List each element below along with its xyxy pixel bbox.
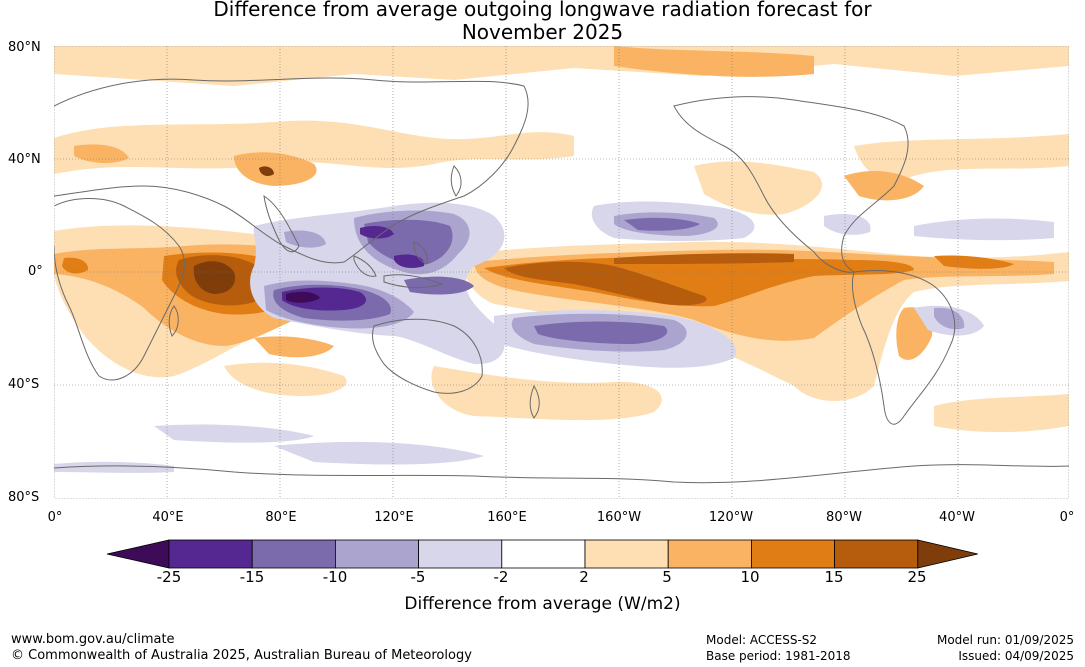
lat-label-40n: 40°N: [8, 152, 41, 167]
lat-label-40s: 40°S: [8, 377, 40, 392]
colorbar-tick: 25: [907, 568, 927, 586]
footer-model: Model: ACCESS-S2: [706, 633, 818, 647]
colorbar-segment: [251, 539, 336, 569]
colorbar-tick: -25: [156, 568, 182, 586]
lon-label-0-right: 0°: [1059, 510, 1075, 525]
anomaly-band-above-25: [193, 166, 274, 294]
graticule: [54, 46, 1069, 499]
colorbar-segment: [334, 539, 419, 569]
lon-label-80e: 80°E: [265, 510, 297, 525]
colorbar-segment: [584, 539, 669, 569]
lat-label-80s: 80°S: [8, 490, 40, 505]
lat-label-equator: 0°: [28, 264, 43, 279]
map-title-line2: November 2025: [461, 20, 624, 44]
lon-label-0: 0°: [47, 510, 63, 525]
colorbar-segment: [168, 539, 253, 569]
colorbar-tick: -10: [322, 568, 348, 586]
colorbar: [106, 539, 978, 569]
colorbar-tick: -5: [410, 568, 426, 586]
footer-model-run: Model run: 01/09/2025: [936, 633, 1074, 647]
coastlines: [54, 77, 1069, 484]
olr-anomaly-map: [54, 46, 1069, 499]
colorbar-segment: [751, 539, 836, 569]
footer-base-period: Base period: 1981-2018: [706, 649, 851, 663]
colorbar-tick: 5: [662, 568, 672, 586]
footer-copyright: © Commonwealth of Australia 2025, Austra…: [11, 648, 472, 663]
colorbar-tick: 15: [824, 568, 844, 586]
lat-label-80n: 80°N: [8, 40, 41, 55]
colorbar-segment: [418, 539, 503, 569]
lon-label-160w: 160°W: [596, 510, 642, 525]
footer-issued: Issued: 04/09/2025: [958, 649, 1074, 663]
colorbar-tick: 2: [579, 568, 589, 586]
lon-label-120e: 120°E: [374, 510, 414, 525]
lon-label-160e: 160°E: [487, 510, 527, 525]
colorbar-segment: [501, 539, 586, 569]
colorbar-tick: 10: [740, 568, 760, 586]
lon-label-40e: 40°E: [152, 510, 184, 525]
lon-label-80w: 80°W: [826, 510, 862, 525]
colorbar-title: Difference from average (W/m2): [404, 594, 681, 614]
colorbar-tick: -15: [239, 568, 265, 586]
colorbar-extend-low: [106, 539, 170, 569]
footer-url[interactable]: www.bom.gov.au/climate: [11, 632, 175, 647]
colorbar-extend-high: [917, 539, 978, 569]
colorbar-segment: [834, 539, 919, 569]
map-title-line1: Difference from average outgoing longwav…: [213, 0, 872, 21]
anomaly-band-below-neg25: [286, 291, 320, 303]
lon-label-120w: 120°W: [708, 510, 754, 525]
lon-label-40w: 40°W: [939, 510, 975, 525]
colorbar-segment: [667, 539, 752, 569]
colorbar-tick: -2: [493, 568, 509, 586]
